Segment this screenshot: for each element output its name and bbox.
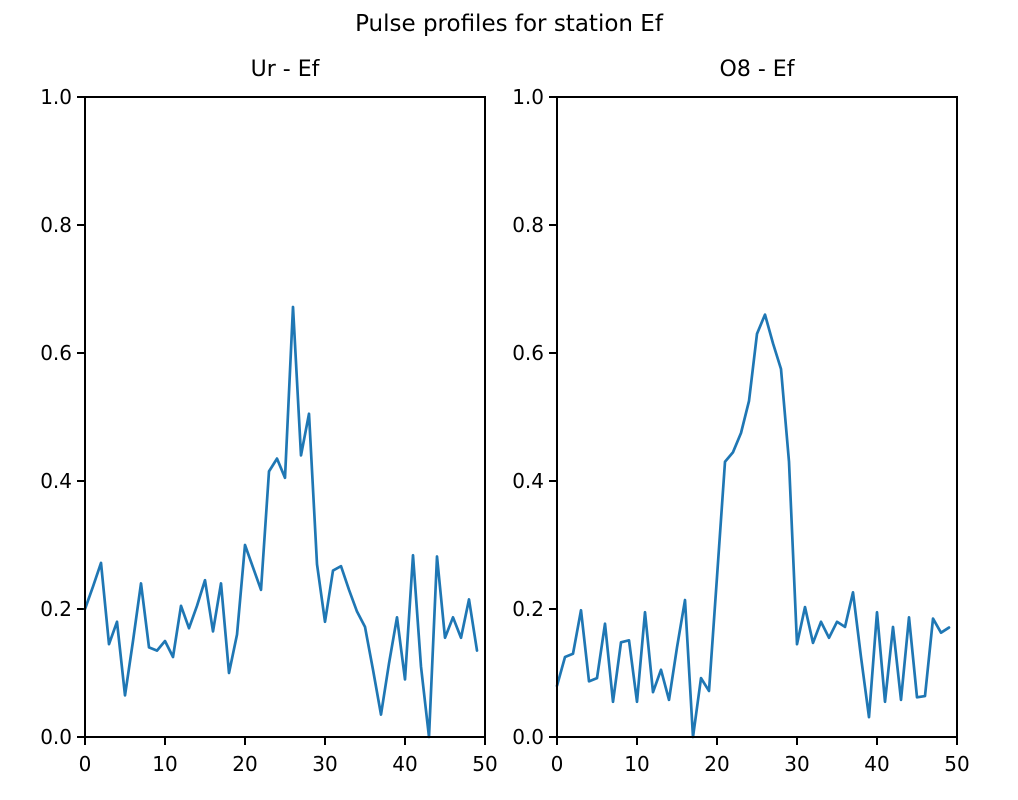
pulse-profile-line — [555, 313, 951, 739]
y-tick-label: 0.4 — [40, 469, 72, 493]
x-tick-label: 20 — [232, 752, 257, 776]
x-tick-label: 30 — [312, 752, 337, 776]
y-tick-label: 0.0 — [512, 725, 544, 749]
x-tick-label: 10 — [624, 752, 649, 776]
x-tick-label: 50 — [472, 752, 497, 776]
axes-frame — [84, 96, 486, 738]
y-tick-label: 1.0 — [512, 85, 544, 109]
y-tick-label: 0.6 — [512, 341, 544, 365]
x-tick-label: 10 — [152, 752, 177, 776]
y-tick-label: 0.2 — [512, 597, 544, 621]
y-tick-label: 0.0 — [40, 725, 72, 749]
y-tick-label: 1.0 — [40, 85, 72, 109]
subplot-title-left: Ur - Ef — [250, 57, 320, 82]
x-tick-label: 50 — [944, 752, 969, 776]
x-tick-label: 30 — [784, 752, 809, 776]
y-tick-label: 0.6 — [40, 341, 72, 365]
right-axes: 0 10 20 30 40 50 0.0 0.2 0.4 0.6 0.8 1.0 — [512, 85, 970, 776]
y-tick-label: 0.2 — [40, 597, 72, 621]
subplot-title-right: O8 - Ef — [719, 57, 795, 82]
y-tick-label: 0.4 — [512, 469, 544, 493]
x-tick-label: 0 — [79, 752, 92, 776]
left-axes: 0 10 20 30 40 50 0.0 0.2 0.4 0.6 0.8 1.0 — [40, 85, 498, 776]
axes-frame — [556, 96, 958, 738]
x-tick-label: 40 — [864, 752, 889, 776]
pulse-profile-line — [83, 305, 479, 739]
y-tick-label: 0.8 — [512, 213, 544, 237]
x-tick-label: 40 — [392, 752, 417, 776]
figure-suptitle: Pulse profiles for station Ef — [355, 11, 663, 37]
x-tick-label: 20 — [704, 752, 729, 776]
y-tick-label: 0.8 — [40, 213, 72, 237]
x-tick-label: 0 — [551, 752, 564, 776]
